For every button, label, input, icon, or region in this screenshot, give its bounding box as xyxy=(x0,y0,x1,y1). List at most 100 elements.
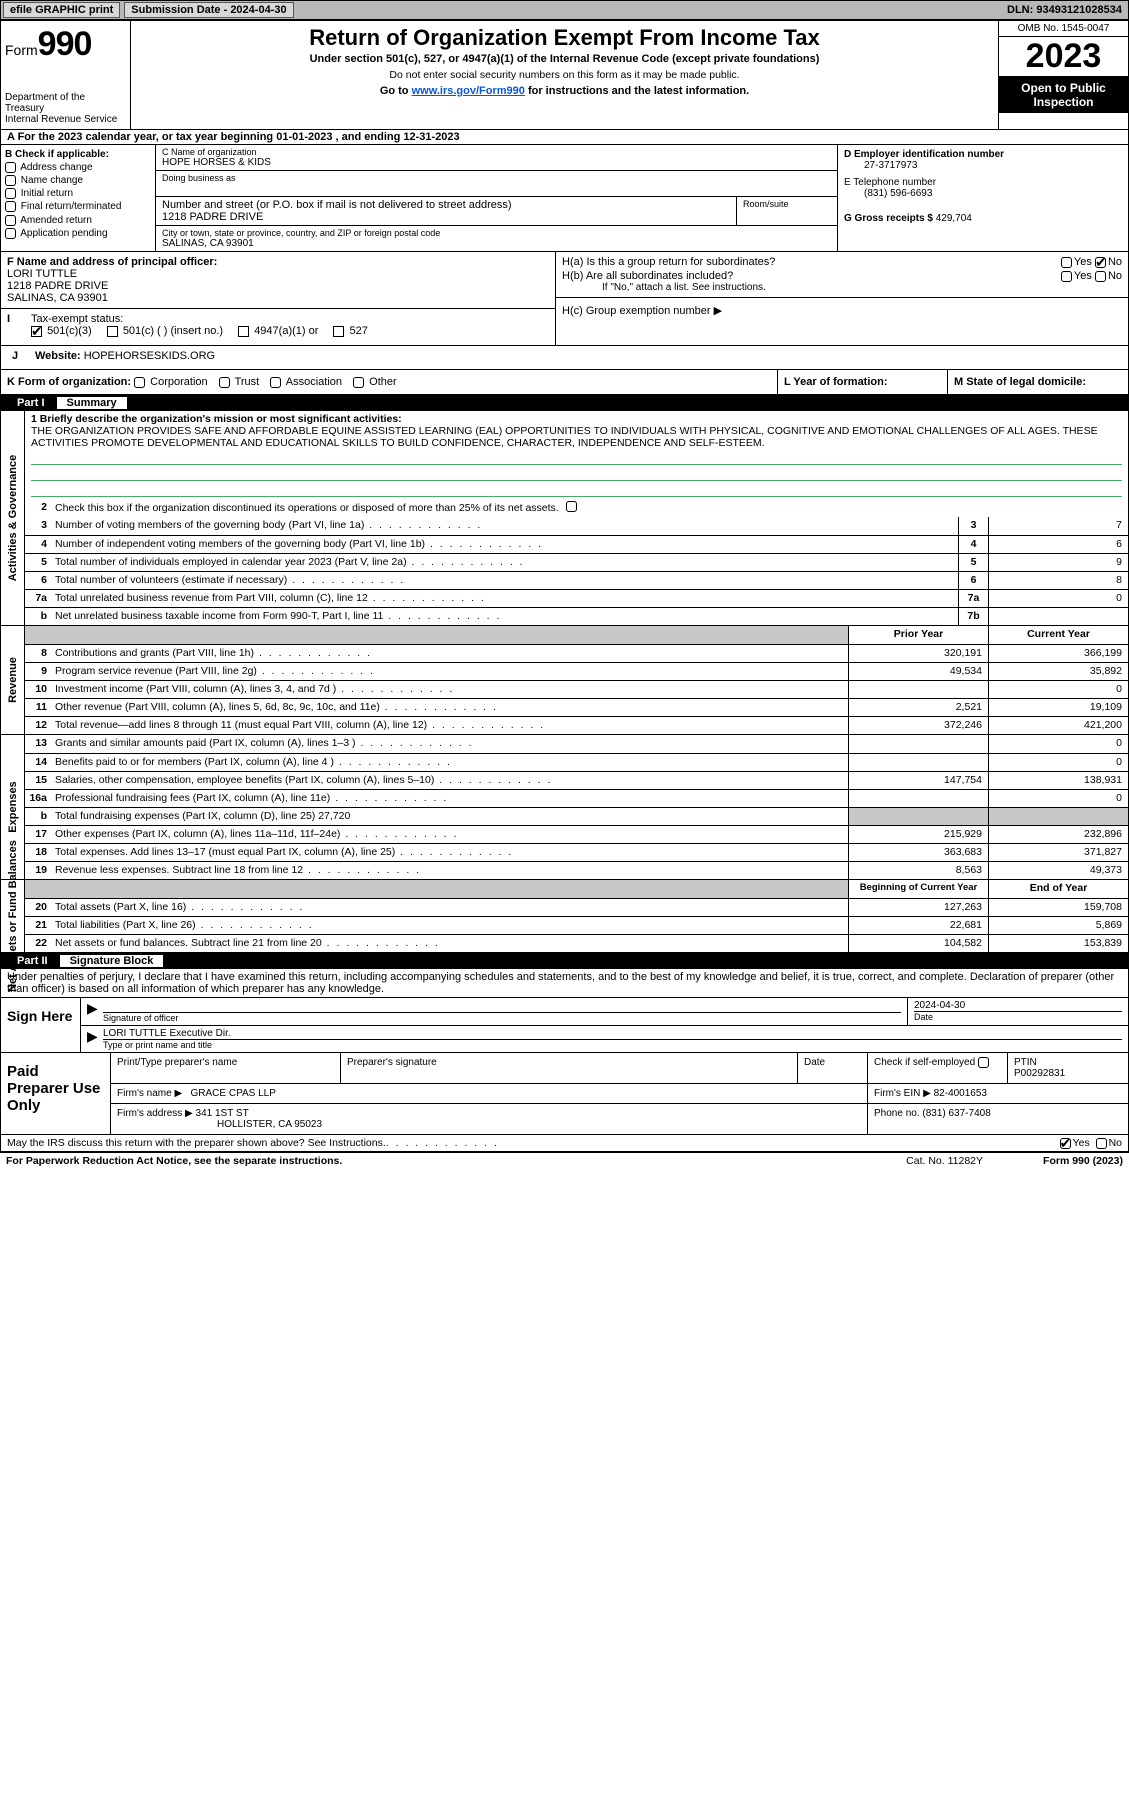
prep-date-lbl: Date xyxy=(798,1053,868,1083)
hb-yes[interactable] xyxy=(1061,271,1072,282)
period-a: A For the 2023 calendar year, or tax yea… xyxy=(7,131,276,143)
omb-number: OMB No. 1545-0047 xyxy=(999,21,1128,37)
sig-officer: Signature of officer xyxy=(97,998,908,1025)
sig-line1: ▶ Signature of officer 2024-04-30 Date xyxy=(81,998,1128,1026)
ha-no[interactable] xyxy=(1095,257,1106,268)
ein-block: D Employer identification number 27-3717… xyxy=(844,149,1122,171)
ein: 27-3717973 xyxy=(864,160,917,171)
firm-ein: Firm's EIN ▶ 82-4001653 xyxy=(868,1084,1128,1103)
ha-yes[interactable] xyxy=(1061,257,1072,268)
goto-link[interactable]: www.irs.gov/Form990 xyxy=(412,85,525,97)
mission-line3 xyxy=(31,481,1122,497)
website: Website: HOPEHORSESKIDS.ORG xyxy=(29,346,1128,369)
tel: (831) 596-6693 xyxy=(864,188,932,199)
efile-button[interactable]: efile GRAPHIC print xyxy=(3,2,120,18)
page-footer: For Paperwork Reduction Act Notice, see … xyxy=(0,1153,1129,1169)
chk-initial-return[interactable]: Initial return xyxy=(5,188,151,199)
gross-lbl: G Gross receipts $ xyxy=(844,213,933,224)
perjury-text: Under penalties of perjury, I declare th… xyxy=(1,969,1128,998)
discuss-no[interactable] xyxy=(1096,1138,1107,1149)
officer-addr2: SALINAS, CA 93901 xyxy=(7,292,108,304)
current-year-hdr: Current Year xyxy=(988,626,1128,644)
prior-year-hdr: Prior Year xyxy=(848,626,988,644)
chk-501c[interactable]: 501(c) ( ) (insert no.) xyxy=(107,325,223,337)
chk-4947[interactable]: 4947(a)(1) or xyxy=(238,325,318,337)
form-title: Return of Organization Exempt From Incom… xyxy=(139,25,990,51)
exp-row-19: 19 Revenue less expenses. Subtract line … xyxy=(25,861,1128,879)
chk-name-change[interactable]: Name change xyxy=(5,175,151,186)
tel-block: E Telephone number (831) 596-6693 xyxy=(844,177,1122,199)
box-k: K Form of organization: Corporation Trus… xyxy=(1,370,778,394)
net-hdr: Beginning of Current Year End of Year xyxy=(25,880,1128,898)
prep-row1: Print/Type preparer's name Preparer's si… xyxy=(111,1053,1128,1084)
mission-block: 1 Briefly describe the organization's mi… xyxy=(25,411,1128,499)
k-trust[interactable] xyxy=(219,377,230,388)
header-right: OMB No. 1545-0047 2023 Open to Public In… xyxy=(998,21,1128,129)
vtab-gov: Activities & Governance xyxy=(1,411,25,625)
tel-lbl: E Telephone number xyxy=(844,177,936,188)
hb-lbl: H(b) Are all subordinates included? xyxy=(562,270,733,282)
lbl-j: J xyxy=(1,346,29,369)
exp-row-18: 18 Total expenses. Add lines 13–17 (must… xyxy=(25,843,1128,861)
discuss-yes[interactable] xyxy=(1060,1138,1071,1149)
rev-row-9: 9 Program service revenue (Part VIII, li… xyxy=(25,662,1128,680)
chk-final-return[interactable]: Final return/terminated xyxy=(5,201,151,212)
summary-rev: Revenue Prior Year Current Year 8 Contri… xyxy=(1,626,1128,735)
k-assoc[interactable] xyxy=(270,377,281,388)
chk-amended[interactable]: Amended return xyxy=(5,215,151,226)
box-f: F Name and address of principal officer:… xyxy=(1,252,556,345)
chk-527[interactable]: 527 xyxy=(333,325,367,337)
form-subtitle: Under section 501(c), 527, or 4947(a)(1)… xyxy=(139,53,990,65)
part1-title: Summary xyxy=(57,397,127,409)
chk-app-pending[interactable]: Application pending xyxy=(5,228,151,239)
end-year-hdr: End of Year xyxy=(988,880,1128,898)
rev-row-10: 10 Investment income (Part VIII, column … xyxy=(25,680,1128,698)
firm-addr: Firm's address ▶ 341 1ST ST HOLLISTER, C… xyxy=(111,1104,868,1134)
net-content: Beginning of Current Year End of Year 20… xyxy=(25,880,1128,952)
box-b-title: B Check if applicable: xyxy=(5,149,109,160)
box-l: L Year of formation: xyxy=(778,370,948,394)
sign-here-row: Sign Here ▶ Signature of officer 2024-04… xyxy=(1,998,1128,1053)
line2: 2 Check this box if the organization dis… xyxy=(25,499,1128,517)
header-mid: Return of Organization Exempt From Incom… xyxy=(131,21,998,129)
dba-cell: Doing business as xyxy=(156,171,837,197)
rev-row-12: 12 Total revenue—add lines 8 through 11 … xyxy=(25,716,1128,734)
k-corp[interactable] xyxy=(134,377,145,388)
officer-name: LORI TUTTLE xyxy=(7,268,77,280)
website-lbl: Website: xyxy=(35,350,84,362)
hb-no[interactable] xyxy=(1095,271,1106,282)
k-row: K Form of organization: Corporation Trus… xyxy=(1,370,1128,395)
hc-lbl: H(c) Group exemption number xyxy=(562,305,714,317)
addr-row: Number and street (or P.O. box if mail i… xyxy=(156,197,837,226)
exp-row-16a: 16a Professional fundraising fees (Part … xyxy=(25,789,1128,807)
k-other[interactable] xyxy=(353,377,364,388)
period-row: A For the 2023 calendar year, or tax yea… xyxy=(1,130,1128,145)
rev-content: Prior Year Current Year 8 Contributions … xyxy=(25,626,1128,734)
header-left: Form990 Department of the Treasury Inter… xyxy=(1,21,131,129)
tax-status-lbl: Tax-exempt status: xyxy=(31,313,123,325)
vtab-rev: Revenue xyxy=(1,626,25,734)
part1-num: Part I xyxy=(9,397,53,409)
rev-row-11: 11 Other revenue (Part VIII, column (A),… xyxy=(25,698,1128,716)
hc-row: H(c) Group exemption number ▶ xyxy=(556,297,1128,323)
arrow-icon: ▶ xyxy=(81,1026,97,1052)
prep-row2: Firm's name ▶ GRACE CPAS LLP Firm's EIN … xyxy=(111,1084,1128,1104)
summary-gov: Activities & Governance 1 Briefly descri… xyxy=(1,411,1128,626)
city-cell: City or town, state or province, country… xyxy=(156,226,837,251)
prep-sig-lbl: Preparer's signature xyxy=(341,1053,798,1083)
addr: 1218 PADRE DRIVE xyxy=(162,211,730,223)
ptin-cell: PTIN P00292831 xyxy=(1008,1053,1128,1083)
net-row-21: 21 Total liabilities (Part X, line 26) 2… xyxy=(25,916,1128,934)
exp-row-b: b Total fundraising expenses (Part IX, c… xyxy=(25,807,1128,825)
tax-status-row: I Tax-exempt status: 501(c)(3) 501(c) ( … xyxy=(1,308,555,341)
hb-note: If "No," attach a list. See instructions… xyxy=(602,282,1122,293)
chk-501c3[interactable]: 501(c)(3) xyxy=(31,325,92,337)
org-name-lbl: C Name of organization xyxy=(162,147,831,157)
self-emp: Check if self-employed xyxy=(868,1053,1008,1083)
open-public: Open to Public Inspection xyxy=(999,77,1128,113)
cat-no: Cat. No. 11282Y xyxy=(906,1155,983,1167)
chk-address-change[interactable]: Address change xyxy=(5,162,151,173)
net-row-20: 20 Total assets (Part X, line 16) 127,26… xyxy=(25,898,1128,916)
goto-pre: Go to xyxy=(380,85,412,97)
department: Department of the Treasury Internal Reve… xyxy=(5,92,126,125)
